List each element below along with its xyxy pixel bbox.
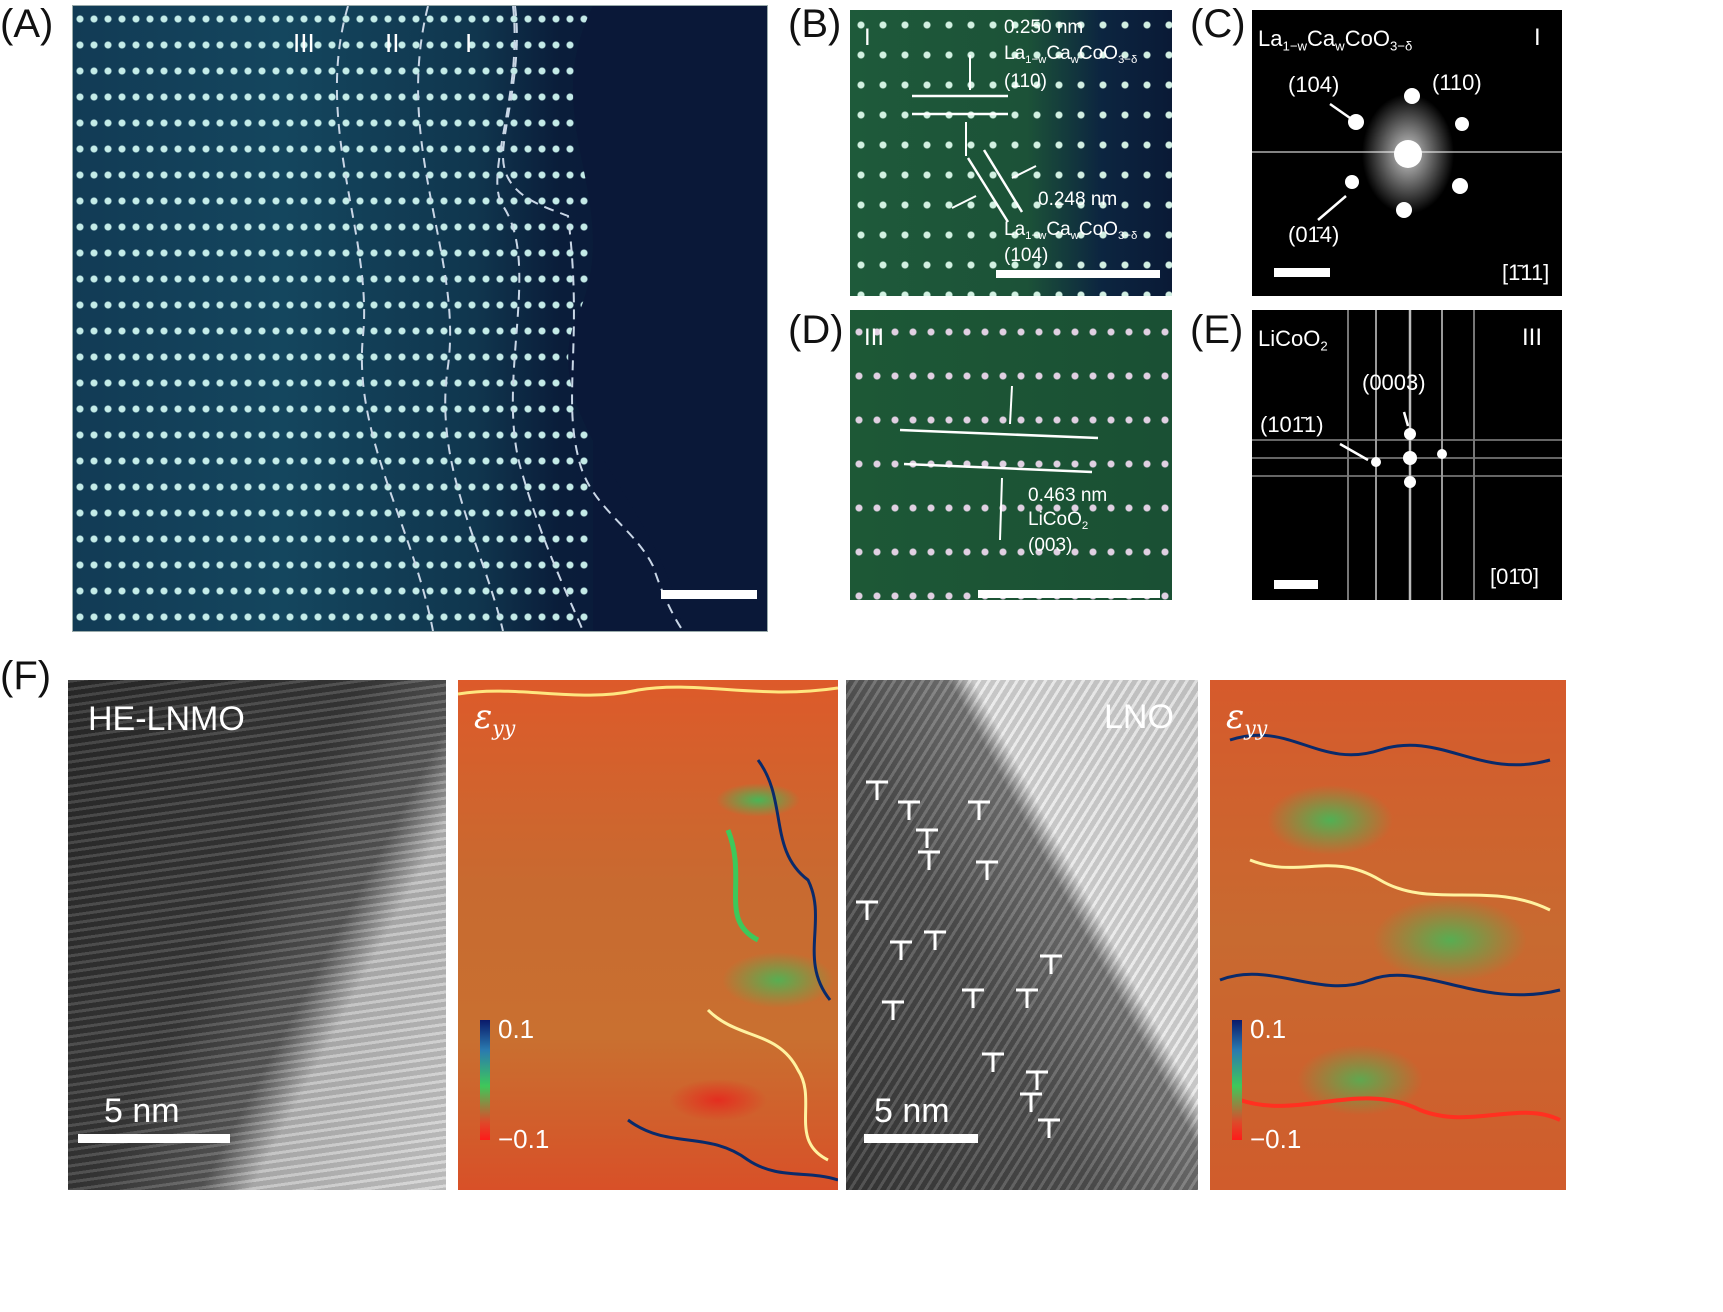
colorbar-2 [1232,1020,1242,1140]
spot-label-10-11: (101̄1) [1260,412,1324,437]
material-label-e: LiCoO2 [1258,326,1328,354]
spacing-d: 0.463 nm [1028,485,1108,506]
stem-image-d: III 0.463 nm LiCoO2 (003) [850,310,1172,600]
hrtem-label-lno: LNO [1104,698,1174,736]
stem-image-a: III II I [72,5,768,632]
fft-pattern-c [1252,88,1562,221]
zone-axis-e: [01̄0] [1490,564,1539,589]
colorbar-min-1: −0.1 [498,1124,550,1154]
fft-pattern-e [1252,310,1562,600]
plane-bottom-b: (104) [1004,245,1049,266]
scale-bar-lno [864,1134,978,1143]
material-top-b: La1−wCawCoO3−δ [1004,43,1138,66]
scale-label-he-lnmo: 5 nm [104,1092,180,1130]
stem-image-b: I 0.250 nm La1−wCawCoO3−δ (110) 0.248 nm… [850,10,1172,296]
zone-axis-c: [1̄11] [1502,260,1550,285]
region-label-ii: II [385,28,400,58]
strain-map-he-lnmo: εyy 0.1 −0.1 [458,680,838,1190]
scale-bar-a [661,590,757,599]
region-label-iii: III [293,28,315,58]
scale-bar-c [1274,268,1330,277]
strain-symbol-2: εyy [1226,697,1268,741]
plane-label-d: (003) [1028,535,1073,556]
spot-label-0003: (0003) [1362,370,1426,395]
panel-label-d: (D) [788,308,844,352]
colorbar-1 [480,1020,490,1140]
panel-label-a: (A) [0,2,54,46]
strain-features-2 [1219,733,1561,1122]
scale-bar-he-lnmo [78,1134,230,1143]
material-label-c: La1−wCawCoO3−δ [1258,26,1413,54]
panel-label-e: (E) [1190,308,1244,352]
spacing-bottom-b: 0.248 nm [1038,189,1118,210]
spot-label-110: (110) [1432,70,1482,95]
spot-label-0-14: (01̄4) [1288,222,1340,247]
scale-label-lno: 5 nm [874,1092,950,1130]
panel-label-f: (F) [0,654,52,698]
region-label-b: I [864,24,871,51]
colorbar-min-2: −0.1 [1250,1124,1302,1154]
strain-symbol-1: εyy [474,697,516,741]
spot-label-104: (104) [1288,72,1340,97]
material-bottom-b: La1−wCawCoO3−δ [1004,219,1138,242]
lattice-lines-d [899,385,1099,541]
panel-label-b: (B) [788,2,842,46]
spacing-top-b: 0.250 nm [1004,17,1084,38]
hrtem-image-he-lnmo: HE-LNMO 5 nm [68,680,446,1190]
hrtem-label-he-lnmo: HE-LNMO [88,700,245,738]
scale-bar-b [996,270,1160,278]
material-label-d: LiCoO2 [1028,509,1089,532]
scale-bar-d [978,590,1160,598]
colorbar-max-1: 0.1 [498,1014,535,1044]
dislocation-markers [856,780,1062,1138]
lattice-lines-b [912,55,1037,223]
region-label-d: III [864,324,885,351]
hrtem-image-lno: LNO 5 nm [846,680,1198,1190]
scale-bar-e [1274,580,1318,589]
plane-top-b: (110) [1004,71,1047,92]
strain-features-1 [458,685,838,1182]
region-label-e: III [1522,324,1543,351]
region-boundaries [335,6,767,631]
fft-image-c: La1−wCawCoO3−δ I (104) (110) (01̄4) [1̄1… [1252,10,1562,296]
region-label-i: I [465,28,473,58]
panel-label-c: (C) [1190,2,1246,46]
colorbar-max-2: 0.1 [1250,1014,1287,1044]
region-label-c: I [1534,24,1541,51]
fft-image-e: LiCoO2 III (0003) (101̄1) [01̄0] [1252,310,1562,600]
strain-map-lno: εyy 0.1 −0.1 [1210,680,1566,1190]
